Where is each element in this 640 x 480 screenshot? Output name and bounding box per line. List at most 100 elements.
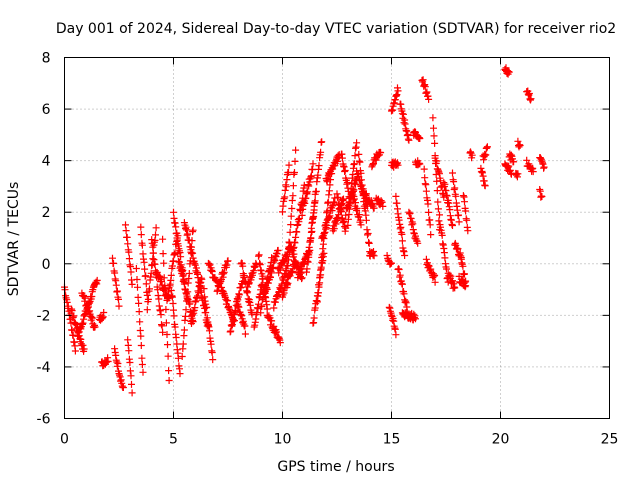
data-point: [451, 184, 459, 192]
data-point: [306, 246, 314, 254]
data-point: [529, 168, 537, 176]
data-point: [344, 221, 352, 229]
data-point: [393, 91, 401, 99]
data-point: [241, 330, 249, 338]
data-point: [263, 305, 271, 313]
data-point: [174, 249, 182, 257]
data-point: [455, 211, 462, 219]
data-point: [287, 212, 295, 220]
data-point: [425, 208, 433, 216]
data-point: [400, 290, 408, 298]
data-point: [304, 188, 312, 196]
data-point: [68, 307, 76, 315]
data-point: [318, 138, 326, 146]
data-point: [431, 139, 439, 147]
data-point: [188, 320, 195, 327]
data-point: [483, 143, 491, 151]
data-point: [170, 312, 178, 320]
data-point: [173, 229, 181, 237]
data-point: [462, 207, 470, 215]
data-point: [165, 367, 173, 375]
data-point: [461, 270, 468, 278]
data-point: [157, 311, 165, 319]
data-point: [167, 271, 175, 279]
data-point: [353, 204, 361, 212]
data-point: [141, 265, 149, 273]
data-point: [434, 205, 442, 213]
data-point: [421, 174, 429, 182]
data-point: [206, 327, 213, 335]
data-point: [315, 162, 323, 170]
data-point: [394, 161, 402, 169]
data-point: [449, 277, 456, 285]
data-point: [412, 315, 419, 323]
data-point: [431, 278, 439, 286]
data-point: [189, 226, 197, 234]
data-point: [270, 304, 278, 312]
data-point: [310, 213, 318, 220]
data-point: [365, 239, 373, 247]
data-point: [180, 278, 188, 286]
data-point: [358, 181, 366, 189]
y-tick-label: 6: [42, 102, 51, 118]
data-point: [370, 204, 378, 212]
x-tick-label: 0: [60, 432, 69, 448]
data-point: [165, 377, 173, 384]
data-point: [170, 208, 177, 216]
data-point: [449, 222, 456, 229]
data-point: [433, 157, 441, 165]
data-point: [115, 295, 122, 303]
data-point: [350, 195, 358, 203]
data-point: [292, 146, 300, 154]
data-point: [239, 262, 247, 270]
data-point: [289, 182, 297, 190]
data-point: [463, 216, 471, 224]
data-point: [124, 240, 132, 248]
data-point: [291, 169, 298, 176]
data-point: [425, 95, 433, 103]
data-point: [159, 328, 167, 336]
y-tick-label: 2: [42, 205, 51, 221]
data-point: [310, 206, 318, 214]
data-point: [536, 187, 544, 195]
plot-frame: [64, 57, 610, 419]
y-tick-label: 8: [42, 51, 51, 67]
data-point: [317, 148, 325, 156]
data-point: [70, 312, 78, 320]
data-point: [123, 233, 131, 241]
data-point: [100, 309, 108, 316]
data-point: [357, 221, 365, 229]
data-point: [159, 250, 167, 258]
data-point: [446, 206, 454, 214]
data-point: [151, 260, 159, 268]
data-point: [309, 160, 317, 168]
data-point: [184, 230, 192, 238]
data-point: [93, 276, 101, 284]
data-point: [257, 309, 265, 317]
data-point: [459, 262, 467, 270]
data-point: [180, 326, 188, 334]
data-point: [159, 235, 167, 243]
data-point: [208, 349, 216, 356]
data-point: [338, 154, 346, 162]
data-point: [164, 352, 172, 360]
data-point: [537, 193, 545, 201]
data-point: [538, 193, 546, 200]
data-point: [160, 274, 168, 282]
data-point: [182, 312, 189, 320]
y-axis-title: SDTVAR / TECUs: [6, 182, 22, 297]
data-point: [364, 230, 372, 237]
data-point: [452, 192, 460, 200]
data-point: [303, 265, 311, 273]
data-point: [144, 295, 152, 303]
data-point: [379, 202, 387, 210]
data-point: [207, 340, 215, 348]
data-point: [172, 334, 180, 341]
data-point: [143, 306, 151, 314]
data-point: [450, 178, 458, 186]
data-point: [178, 353, 186, 360]
data-point: [104, 358, 112, 365]
data-point: [342, 211, 350, 219]
data-point: [433, 187, 441, 195]
data-point: [263, 285, 271, 293]
